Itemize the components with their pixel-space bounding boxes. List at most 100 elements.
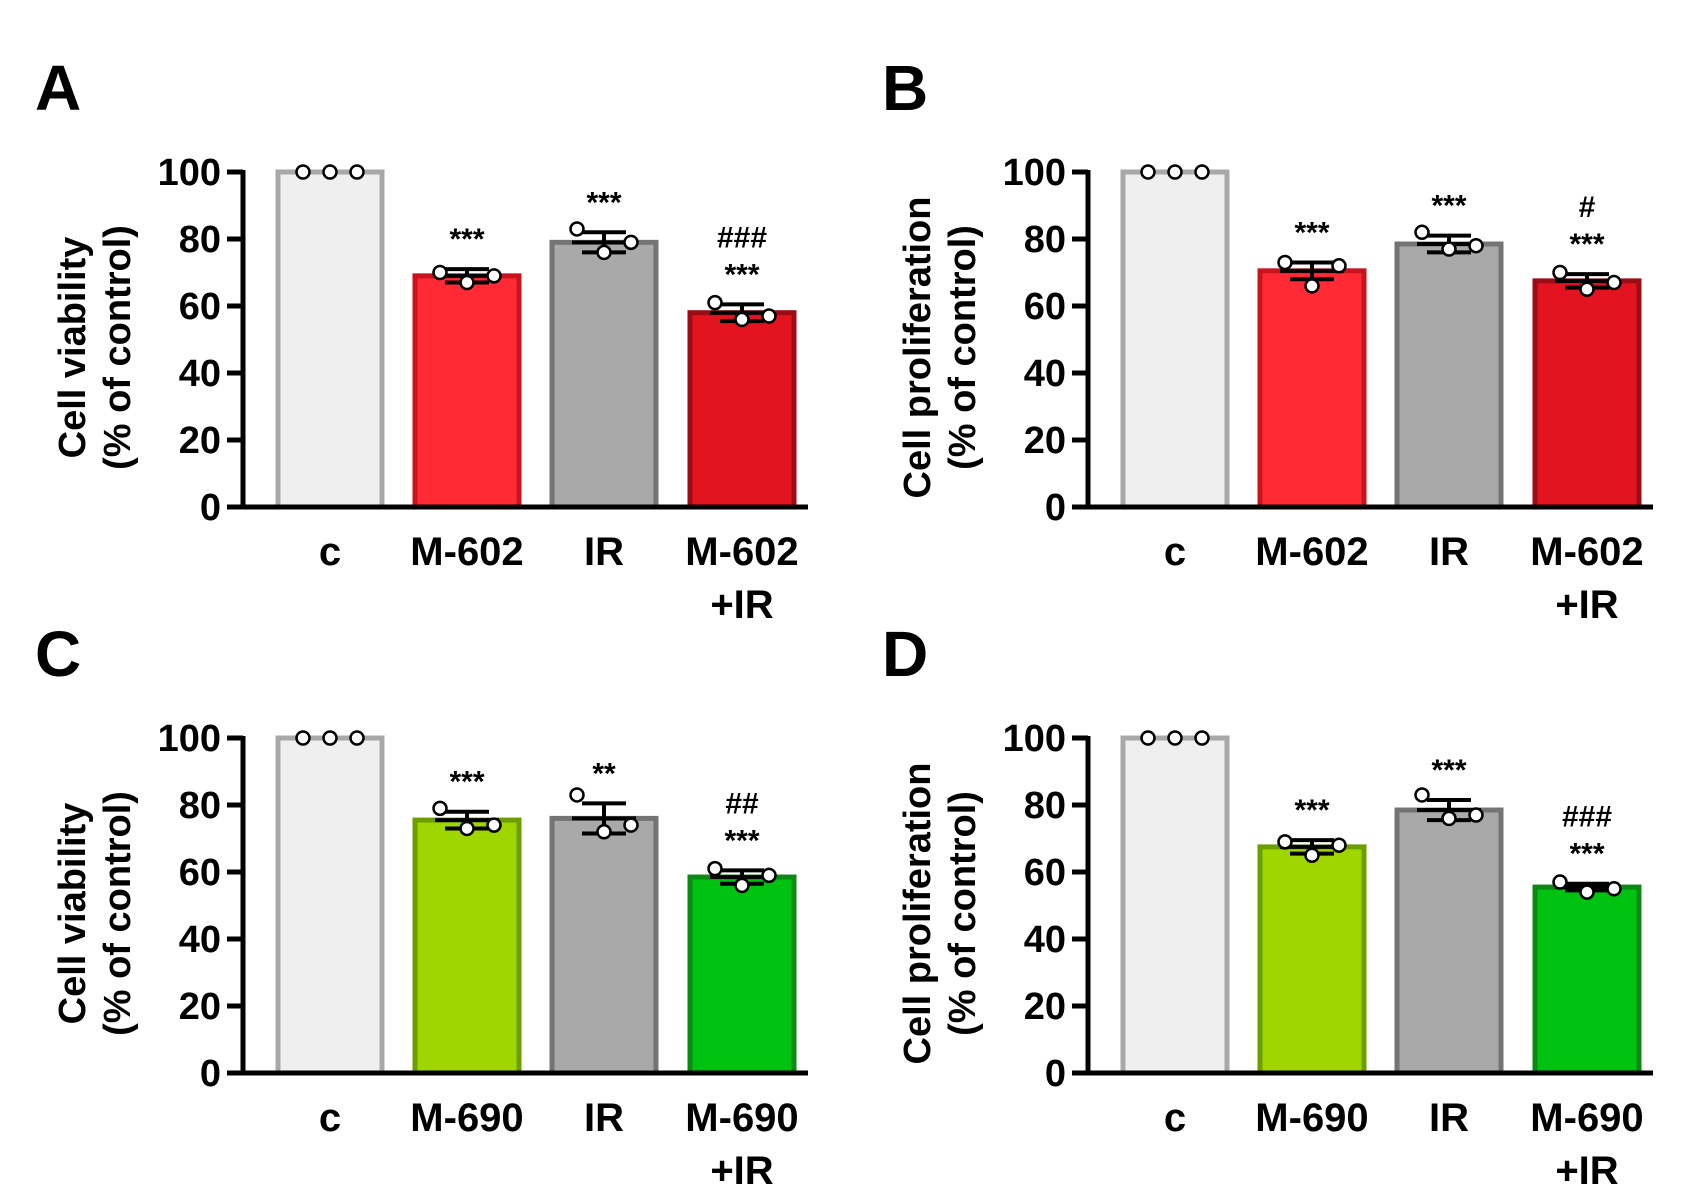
bar	[1532, 884, 1642, 1076]
panel-letter: A	[35, 52, 81, 124]
significance-label: ###	[1562, 801, 1612, 834]
y-tick-label: 60	[1024, 852, 1066, 894]
x-tick-label: M-690	[1255, 1096, 1368, 1140]
bar	[687, 310, 797, 510]
x-tick-label: c	[319, 530, 341, 574]
data-point	[1304, 278, 1320, 294]
data-point	[1331, 258, 1347, 274]
data-point	[1606, 881, 1622, 897]
y-axis-title-units: (% of control)	[942, 791, 984, 1036]
bar	[687, 874, 797, 1076]
data-point	[459, 820, 475, 837]
significance-label: **	[592, 757, 616, 790]
x-tick-label: M-602	[1255, 530, 1368, 574]
y-tick-label: 100	[158, 152, 221, 194]
x-tick-label: IR	[584, 530, 624, 574]
chart-panel-c: C Cell viability (% of control) 0 20 40 60 80 10…	[35, 618, 808, 1193]
bar	[1394, 807, 1504, 1076]
data-point	[486, 817, 502, 833]
data-point	[1140, 164, 1156, 180]
y-tick-label: 20	[179, 420, 221, 462]
data-point	[1552, 264, 1568, 281]
data-point	[1579, 281, 1595, 297]
y-tick-label: 60	[179, 286, 221, 328]
significance-label: ***	[724, 824, 759, 857]
data-point	[1304, 847, 1320, 863]
chart-panel-b: B Cell proliferation (% of control) 0 20 40 60…	[882, 52, 1653, 627]
data-point	[349, 730, 365, 746]
y-axis-title: Cell viability	[52, 803, 94, 1025]
significance-label: ***	[1569, 838, 1604, 871]
data-point	[295, 730, 311, 746]
y-axis-title: Cell viability	[52, 237, 94, 459]
y-tick-label: 40	[1024, 919, 1066, 961]
y-tick-label: 20	[1024, 420, 1066, 462]
x-tick-label: M-690	[1530, 1096, 1643, 1140]
data-point	[459, 274, 475, 291]
y-tick-label: 40	[179, 353, 221, 395]
data-point	[761, 308, 777, 324]
data-point	[432, 800, 448, 817]
bar	[1257, 844, 1367, 1076]
x-tick-label: c	[1164, 1096, 1186, 1140]
x-tick-label: M-602	[1530, 530, 1643, 574]
x-tick-label: M-690	[410, 1096, 523, 1140]
data-point	[707, 294, 723, 311]
significance-label: ***	[1294, 794, 1329, 827]
chart-panel-a: A Cell viability (% of control) 0 20 40 60 80 10…	[35, 52, 808, 627]
data-point	[1331, 837, 1347, 853]
bar	[549, 239, 659, 510]
data-point	[1468, 807, 1484, 823]
data-point	[734, 877, 750, 894]
y-tick-label: 0	[200, 487, 221, 529]
data-point	[569, 787, 585, 803]
x-tick-label: M-602	[410, 530, 523, 574]
data-point	[295, 164, 311, 180]
significance-label: ***	[449, 223, 484, 256]
y-tick-label: 80	[1024, 785, 1066, 827]
y-tick-label: 40	[1024, 353, 1066, 395]
y-tick-label: 0	[1045, 1053, 1066, 1095]
y-tick-label: 80	[179, 219, 221, 261]
bar	[412, 273, 522, 510]
y-axis-title: Cell proliferation	[897, 197, 939, 499]
data-point	[486, 268, 502, 284]
data-point	[707, 860, 723, 877]
data-point	[349, 164, 365, 180]
y-axis-title-units: (% of control)	[97, 791, 139, 1036]
chart-panel-d: D Cell proliferation (% of control) 0 20 40 60…	[882, 618, 1653, 1193]
data-point	[1277, 834, 1293, 850]
significance-label: ###	[717, 221, 767, 254]
x-tick-label: IR	[1429, 530, 1469, 574]
y-tick-label: 80	[1024, 219, 1066, 261]
bar	[1120, 169, 1230, 510]
data-point	[569, 221, 585, 237]
bar	[1257, 268, 1367, 510]
x-tick-label: +IR	[1555, 1149, 1618, 1193]
bar	[1394, 241, 1504, 510]
bar	[412, 817, 522, 1076]
data-point	[1167, 164, 1183, 180]
y-tick-label: 60	[1024, 286, 1066, 328]
y-axis-title-units: (% of control)	[97, 225, 139, 470]
y-tick-label: 20	[179, 986, 221, 1028]
data-point	[1194, 730, 1210, 746]
y-tick-label: 0	[1045, 487, 1066, 529]
data-point	[1441, 810, 1457, 827]
bar	[549, 815, 659, 1076]
x-tick-label: +IR	[710, 1149, 773, 1193]
significance-label: ##	[725, 787, 759, 820]
significance-label: ***	[586, 186, 621, 219]
data-point	[1606, 274, 1622, 291]
data-point	[322, 730, 338, 746]
data-point	[1167, 730, 1183, 746]
x-tick-label: IR	[584, 1096, 624, 1140]
data-point	[1414, 224, 1430, 241]
data-point	[1579, 884, 1595, 900]
data-point	[1414, 787, 1430, 803]
x-tick-label: c	[1164, 530, 1186, 574]
significance-label: ***	[449, 766, 484, 799]
significance-label: ***	[1569, 228, 1604, 261]
panel-letter: C	[35, 618, 81, 690]
